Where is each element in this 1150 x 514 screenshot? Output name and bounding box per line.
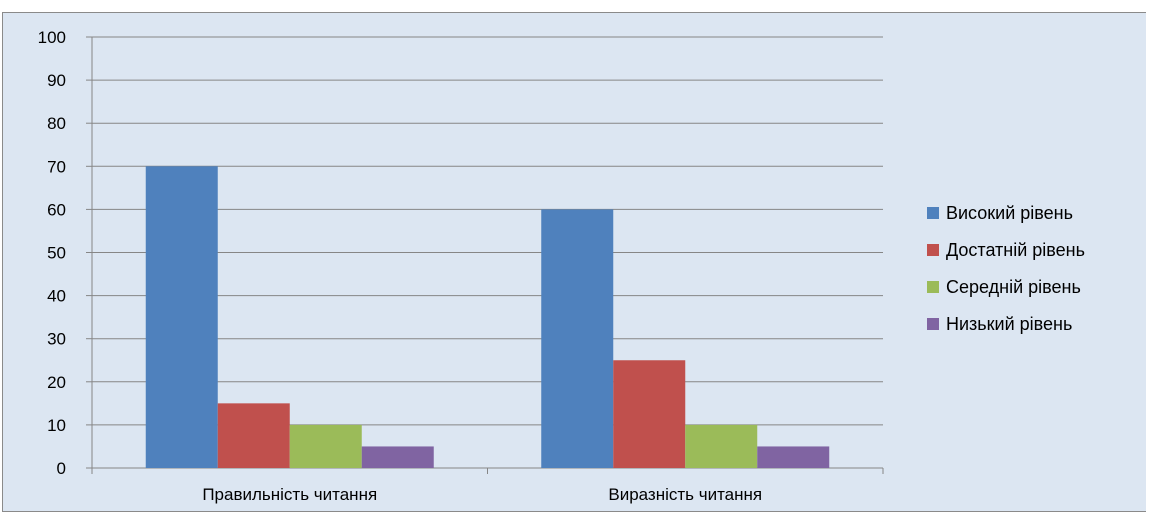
y-tick-label: 70 [47,157,66,176]
legend-label-3: Середній рівень [946,277,1081,297]
bar-2-1 [541,209,614,468]
x-category-label: Правильність читання [202,485,377,504]
legend-label-4: Низький рівень [946,314,1072,334]
y-tick-label: 30 [47,330,66,349]
bar-2-2 [613,360,686,468]
legend-swatch-3 [927,281,939,293]
y-tick-label: 10 [47,416,66,435]
bar-1-2 [217,403,290,468]
legend-swatch-1 [927,207,939,219]
legend-swatch-2 [927,244,939,256]
legend-label-1: Високий рівень [946,203,1073,223]
y-tick-label: 90 [47,71,66,90]
y-tick-label: 60 [47,200,66,219]
bar-2-4 [757,446,830,468]
legend-label-2: Достатній рівень [946,240,1085,260]
bar-1-1 [145,166,218,469]
bar-1-4 [361,446,434,468]
y-tick-label: 40 [47,287,66,306]
y-tick-label: 80 [47,114,66,133]
bar-2-3 [685,424,758,468]
y-tick-label: 50 [47,244,66,263]
y-tick-label: 0 [57,459,66,478]
bar-1-3 [289,424,362,468]
legend-swatch-4 [927,318,939,330]
y-tick-label: 20 [47,373,66,392]
x-category-label: Виразність читання [608,485,762,504]
y-tick-label: 100 [38,28,66,47]
